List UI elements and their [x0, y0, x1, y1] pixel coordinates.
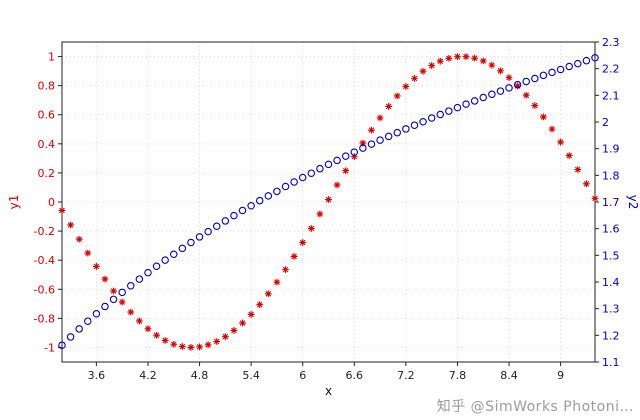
- svg-text:1.5: 1.5: [602, 249, 620, 262]
- svg-text:0.6: 0.6: [38, 109, 56, 122]
- svg-text:1.7: 1.7: [602, 196, 620, 209]
- svg-text:1: 1: [48, 51, 55, 64]
- svg-text:-0.4: -0.4: [34, 254, 55, 267]
- svg-text:6.6: 6.6: [346, 369, 364, 382]
- svg-text:2.3: 2.3: [602, 36, 620, 49]
- svg-text:8.4: 8.4: [500, 369, 518, 382]
- svg-text:1.4: 1.4: [602, 276, 620, 289]
- svg-text:1.6: 1.6: [602, 223, 620, 236]
- y2-axis-ticks: 1.1 1.2 1.3 1.4 1.5 1.6 1.7 1.8 1.9 2 2.1 2.2 2.3: [595, 36, 620, 369]
- svg-text:1.9: 1.9: [602, 143, 620, 156]
- svg-text:-0.6: -0.6: [34, 283, 55, 296]
- y1-axis-label: y1: [7, 195, 21, 210]
- svg-text:-0.2: -0.2: [34, 225, 55, 238]
- svg-text:9: 9: [557, 369, 564, 382]
- y2-series: [58, 53, 599, 349]
- watermark: 知乎 @SimWorks Photoni…: [436, 399, 634, 415]
- svg-text:1.8: 1.8: [602, 169, 620, 182]
- svg-text:2.1: 2.1: [602, 89, 620, 102]
- y1-axis-ticks: -1 -0.8 -0.6 -0.4 -0.2 0 0.2 0.4 0.6 0.8 1: [34, 51, 62, 354]
- svg-text:0.2: 0.2: [38, 167, 56, 180]
- svg-text:1.2: 1.2: [602, 329, 620, 342]
- svg-text:1.1: 1.1: [602, 356, 620, 369]
- svg-text:3.6: 3.6: [88, 369, 106, 382]
- svg-text:1.3: 1.3: [602, 303, 620, 316]
- y2-axis-label: y2: [626, 195, 640, 210]
- y1-series: [58, 53, 599, 351]
- svg-text:2.2: 2.2: [602, 63, 620, 76]
- svg-text:0.8: 0.8: [38, 80, 56, 93]
- svg-text:7.8: 7.8: [449, 369, 467, 382]
- x-axis-label: x: [325, 384, 332, 398]
- svg-text:-0.8: -0.8: [34, 312, 55, 325]
- svg-text:5.4: 5.4: [242, 369, 260, 382]
- x-axis-ticks: 3.6 4.2 4.8 5.4 6 6.6 7.2 7.8 8.4 9: [88, 362, 564, 382]
- svg-text:2: 2: [602, 116, 609, 129]
- svg-text:6: 6: [299, 369, 306, 382]
- svg-text:4.8: 4.8: [191, 369, 209, 382]
- svg-text:4.2: 4.2: [139, 369, 157, 382]
- svg-text:0: 0: [48, 196, 55, 209]
- svg-text:-1: -1: [44, 341, 55, 354]
- svg-text:7.2: 7.2: [397, 369, 415, 382]
- svg-text:0.4: 0.4: [38, 138, 56, 151]
